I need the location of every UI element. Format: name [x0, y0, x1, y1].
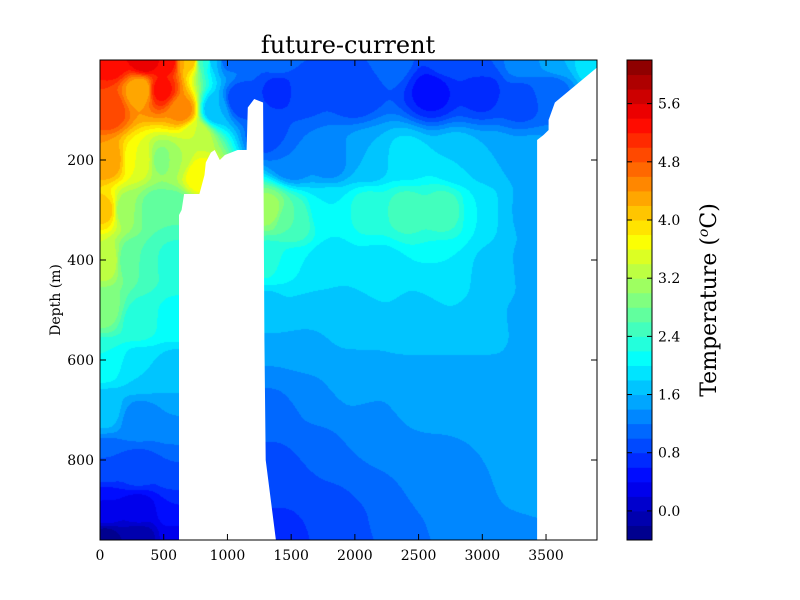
- x-tick-label: 1000: [210, 548, 246, 564]
- colorbar-band: [627, 380, 652, 396]
- colorbar-tick-label: 1.6: [658, 388, 680, 404]
- plot-frame: [99, 59, 598, 541]
- y-tick-label: 600: [67, 353, 94, 369]
- x-tick-label: 2000: [337, 548, 373, 564]
- colorbar-band: [627, 525, 652, 541]
- colorbar-band: [627, 481, 652, 497]
- no-data-eastern-slope: [537, 67, 597, 540]
- y-axis-label: Depth (m): [48, 264, 64, 336]
- colorbar-band: [627, 452, 652, 468]
- y-axis: 200 400 600 800: [67, 153, 597, 469]
- colorbar-band: [627, 132, 652, 148]
- colorbar-frame: [626, 59, 653, 541]
- x-tick-label: 500: [150, 548, 177, 564]
- x-tick-label: 3500: [528, 548, 564, 564]
- colorbar-band: [627, 307, 652, 323]
- colorbar-band: [627, 278, 652, 294]
- colorbar-band: [627, 496, 652, 512]
- colorbar-band: [627, 394, 652, 410]
- colorbar-band: [627, 234, 652, 250]
- colorbar-band: [627, 263, 652, 279]
- colorbar-band: [627, 220, 652, 236]
- colorbar-band: [627, 60, 652, 76]
- colorbar-band: [627, 292, 652, 308]
- x-tick-label: 3000: [464, 548, 500, 564]
- colorbar-band: [627, 176, 652, 192]
- temperature-field: [100, 60, 597, 540]
- plot-area: 0 500 1000 1500 2000 2500 3000 3500 200 400 600 80…: [67, 59, 598, 564]
- colorbar: 0.0 0.8 1.6 2.4 3.2 4.0 4.8 5.6: [626, 59, 680, 541]
- y-tick-label: 200: [67, 153, 94, 169]
- colorbar-ticks: 0.0 0.8 1.6 2.4 3.2 4.0 4.8 5.6: [627, 97, 680, 520]
- colorbar-band: [627, 190, 652, 206]
- no-data-mask: [179, 67, 597, 540]
- x-tick-label: 0: [96, 548, 105, 564]
- colorbar-band: [627, 118, 652, 134]
- colorbar-band: [627, 350, 652, 366]
- colorbar-band: [627, 161, 652, 177]
- chart-title: future-current: [261, 31, 436, 59]
- colorbar-band: [627, 249, 652, 265]
- x-tick-label: 1500: [273, 548, 309, 564]
- y-tick-label: 800: [67, 453, 94, 469]
- no-data-ridge: [179, 99, 276, 540]
- colorbar-band: [627, 336, 652, 352]
- x-axis: 0 500 1000 1500 2000 2500 3000 3500: [96, 60, 564, 564]
- colorbar-band: [627, 467, 652, 483]
- colorbar-tick-label: 4.0: [658, 213, 680, 229]
- colorbar-tick-label: 3.2: [658, 271, 680, 287]
- colorbar-tick-label: 2.4: [658, 329, 680, 345]
- colorbar-tick-label: 0.0: [658, 504, 680, 520]
- colorbar-band: [627, 409, 652, 425]
- x-tick-label: 2500: [401, 548, 437, 564]
- colorbar-band: [627, 510, 652, 526]
- colorbar-band: [627, 365, 652, 381]
- colorbar-tick-label: 5.6: [658, 97, 680, 113]
- colorbar-band: [627, 438, 652, 454]
- colorbar-band: [627, 205, 652, 221]
- colorbar-band: [627, 321, 652, 337]
- colorbar-tick-label: 0.8: [658, 446, 680, 462]
- y-tick-label: 400: [67, 253, 94, 269]
- colorbar-band: [627, 103, 652, 119]
- colorbar-band: [627, 89, 652, 105]
- colorbar-bands: [627, 60, 652, 541]
- colorbar-tick-label: 4.8: [658, 155, 680, 171]
- colorbar-band: [627, 423, 652, 439]
- colorbar-band: [627, 74, 652, 90]
- colorbar-label: Temperature (oC): [696, 203, 722, 397]
- colorbar-band: [627, 147, 652, 163]
